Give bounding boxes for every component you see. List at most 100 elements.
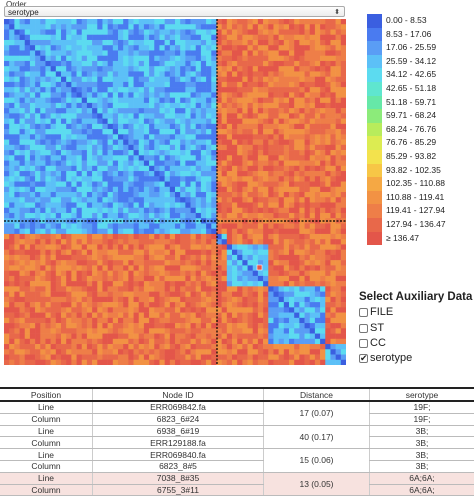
cell-serotype: 3B; xyxy=(370,425,474,437)
table-row[interactable]: Column ERR129188.fa 3B; xyxy=(0,437,474,449)
cell-node-id: ERR129188.fa xyxy=(93,437,264,449)
legend-swatch xyxy=(367,204,382,218)
legend-item: 119.41 - 127.94 xyxy=(364,204,474,218)
order-selected-value: serotype xyxy=(8,8,39,17)
legend-label: ≥ 136.47 xyxy=(386,233,419,243)
aux-checkbox[interactable] xyxy=(359,324,368,333)
header-distance: Distance xyxy=(264,388,370,401)
legend-swatch xyxy=(367,177,382,191)
cell-serotype: 19F; xyxy=(370,413,474,425)
legend-label: 119.41 - 127.94 xyxy=(386,205,445,215)
aux-checkbox[interactable] xyxy=(359,339,368,348)
legend-item: ≥ 136.47 xyxy=(364,232,474,246)
legend-item: 34.12 - 42.65 xyxy=(364,68,474,82)
cell-position: Line xyxy=(0,449,93,461)
legend-label: 110.88 - 119.41 xyxy=(386,192,444,202)
legend-label: 93.82 - 102.35 xyxy=(386,165,441,175)
legend-label: 76.76 - 85.29 xyxy=(386,137,436,147)
cell-node-id: 6823_6#24 xyxy=(93,413,264,425)
cell-position: Column xyxy=(0,413,93,425)
auxiliary-data-title: Select Auxiliary Data xyxy=(359,291,472,303)
legend-swatch xyxy=(367,28,382,42)
legend-label: 34.12 - 42.65 xyxy=(386,69,436,79)
table-row[interactable]: Line ERR069842.fa 17 (0.07) 19F; xyxy=(0,401,474,413)
table-row[interactable]: Column 6823_6#24 19F; xyxy=(0,413,474,425)
legend-item: 68.24 - 76.76 xyxy=(364,123,474,137)
legend-item: 25.59 - 34.12 xyxy=(364,55,474,69)
legend-item: 59.71 - 68.24 xyxy=(364,109,474,123)
cell-serotype: 3B; xyxy=(370,449,474,461)
table-row[interactable]: Column 6823_8#5 3B; xyxy=(0,460,474,472)
select-arrows-icon: ⬍ xyxy=(334,7,340,18)
aux-option-st[interactable]: ST xyxy=(359,322,384,334)
legend-swatch xyxy=(367,191,382,205)
legend-item: 17.06 - 25.59 xyxy=(364,41,474,55)
cell-node-id: 7038_8#35 xyxy=(93,472,264,484)
cell-position: Line xyxy=(0,472,93,484)
cell-serotype: 6A;6A; xyxy=(370,484,474,496)
table-row-highlighted[interactable]: Line 7038_8#35 13 (0.05) 6A;6A; xyxy=(0,472,474,484)
legend-label: 17.06 - 25.59 xyxy=(386,42,436,52)
cell-position: Line xyxy=(0,401,93,413)
color-legend: 0.00 - 8.53 8.53 - 17.06 17.06 - 25.59 25.5… xyxy=(364,14,474,245)
legend-swatch xyxy=(367,218,382,232)
legend-swatch xyxy=(367,55,382,69)
selected-cell-marker xyxy=(257,265,262,270)
legend-swatch xyxy=(367,96,382,110)
cell-node-id: 6823_8#5 xyxy=(93,460,264,472)
legend-swatch xyxy=(367,14,382,28)
legend-swatch xyxy=(367,68,382,82)
cell-position: Column xyxy=(0,437,93,449)
legend-item: 76.76 - 85.29 xyxy=(364,136,474,150)
cell-position: Column xyxy=(0,460,93,472)
cell-serotype: 19F; xyxy=(370,401,474,413)
heatmap-cells[interactable] xyxy=(4,19,346,365)
legend-item: 110.88 - 119.41 xyxy=(364,191,474,205)
legend-item: 127.94 - 136.47 xyxy=(364,218,474,232)
legend-item: 93.82 - 102.35 xyxy=(364,164,474,178)
distance-heatmap[interactable] xyxy=(4,19,346,365)
legend-label: 127.94 - 136.47 xyxy=(386,219,446,229)
legend-item: 8.53 - 17.06 xyxy=(364,28,474,42)
cell-node-id: 6755_3#11 xyxy=(93,484,264,496)
cell-distance: 13 (0.05) xyxy=(264,472,370,496)
legend-swatch xyxy=(367,136,382,150)
cell-position: Line xyxy=(0,425,93,437)
aux-option-label: FILE xyxy=(370,306,393,318)
legend-label: 0.00 - 8.53 xyxy=(386,15,427,25)
order-select[interactable]: serotype ⬍ xyxy=(4,6,345,17)
table-row[interactable]: Line ERR069840.fa 15 (0.06) 3B; xyxy=(0,449,474,461)
header-serotype: serotype xyxy=(370,388,474,401)
table-row-highlighted[interactable]: Column 6755_3#11 6A;6A; xyxy=(0,484,474,496)
legend-item: 0.00 - 8.53 xyxy=(364,14,474,28)
legend-item: 51.18 - 59.71 xyxy=(364,96,474,110)
aux-option-serotype[interactable]: ✔serotype xyxy=(359,352,412,364)
cell-node-id: 6938_6#19 xyxy=(93,425,264,437)
header-node-id: Node ID xyxy=(93,388,264,401)
aux-option-file[interactable]: FILE xyxy=(359,306,393,318)
aux-option-cc[interactable]: CC xyxy=(359,337,386,349)
legend-label: 8.53 - 17.06 xyxy=(386,29,431,39)
legend-swatch xyxy=(367,82,382,96)
cell-node-id: ERR069840.fa xyxy=(93,449,264,461)
legend-item: 42.65 - 51.18 xyxy=(364,82,474,96)
legend-label: 51.18 - 59.71 xyxy=(386,97,436,107)
legend-label: 68.24 - 76.76 xyxy=(386,124,436,134)
legend-swatch xyxy=(367,232,382,246)
cell-serotype: 3B; xyxy=(370,460,474,472)
legend-label: 85.29 - 93.82 xyxy=(386,151,436,161)
cell-distance: 15 (0.06) xyxy=(264,449,370,473)
distance-table: Position Node ID Distance serotype Line … xyxy=(0,387,474,496)
header-position: Position xyxy=(0,388,93,401)
table-row[interactable]: Line 6938_6#19 40 (0.17) 3B; xyxy=(0,425,474,437)
cell-node-id: ERR069842.fa xyxy=(93,401,264,413)
legend-item: 102.35 - 110.88 xyxy=(364,177,474,191)
cell-distance: 17 (0.07) xyxy=(264,401,370,425)
legend-item: 85.29 - 93.82 xyxy=(364,150,474,164)
aux-checkbox[interactable] xyxy=(359,308,368,317)
cell-serotype: 3B; xyxy=(370,437,474,449)
aux-option-label: CC xyxy=(370,337,386,349)
aux-checkbox[interactable]: ✔ xyxy=(359,354,368,363)
cell-distance: 40 (0.17) xyxy=(264,425,370,449)
legend-label: 25.59 - 34.12 xyxy=(386,56,436,66)
